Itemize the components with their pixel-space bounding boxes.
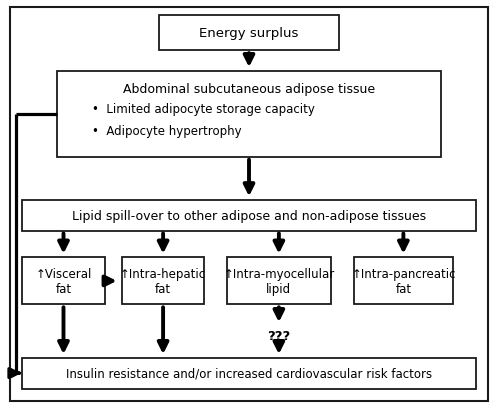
Text: ↑Visceral
fat: ↑Visceral fat <box>35 267 92 295</box>
Text: •  Limited adipocyte storage capacity: • Limited adipocyte storage capacity <box>92 102 315 115</box>
Text: ↑Intra-pancreatic
fat: ↑Intra-pancreatic fat <box>351 267 456 295</box>
Text: Insulin resistance and/or increased cardiovascular risk factors: Insulin resistance and/or increased card… <box>66 367 432 380</box>
Bar <box>227 258 331 305</box>
Text: Lipid spill-over to other adipose and non-adipose tissues: Lipid spill-over to other adipose and no… <box>72 209 426 222</box>
Bar <box>22 200 476 231</box>
Text: ↑Intra-myocellular
lipid: ↑Intra-myocellular lipid <box>223 267 335 295</box>
Text: ↑Intra-hepatic
fat: ↑Intra-hepatic fat <box>120 267 206 295</box>
Bar <box>57 72 441 157</box>
Text: Abdominal subcutaneous adipose tissue: Abdominal subcutaneous adipose tissue <box>123 83 375 96</box>
Bar <box>159 16 339 51</box>
Text: ???: ??? <box>267 329 290 342</box>
Bar <box>22 258 105 305</box>
Text: •  Adipocyte hypertrophy: • Adipocyte hypertrophy <box>92 125 242 138</box>
Bar <box>22 358 476 389</box>
Text: Energy surplus: Energy surplus <box>199 27 299 40</box>
Bar <box>122 258 204 305</box>
Bar <box>354 258 453 305</box>
